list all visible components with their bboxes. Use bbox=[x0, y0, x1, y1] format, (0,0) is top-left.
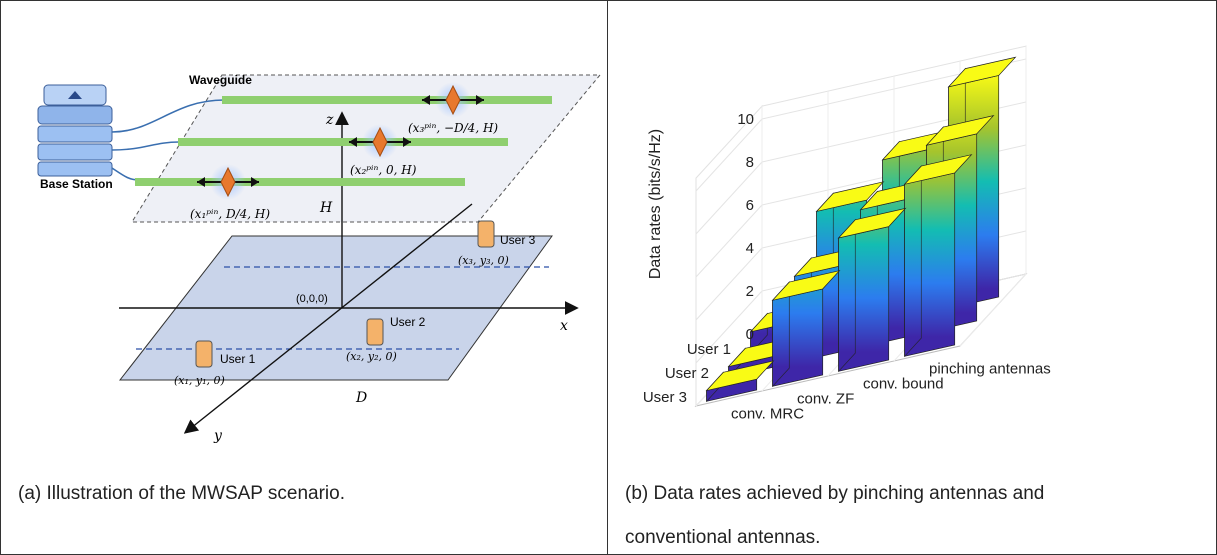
z-axis-label: z bbox=[325, 112, 334, 128]
height-label: H bbox=[319, 200, 333, 216]
user-3-icon bbox=[477, 220, 495, 248]
z-tick-label: 0 bbox=[746, 326, 754, 343]
z-axis-label: Data rates (bits/s/Hz) bbox=[647, 129, 664, 279]
grid-line-side bbox=[695, 290, 763, 364]
x-axis-label: x bbox=[560, 318, 568, 334]
scheme-tick-label: conv. bound bbox=[863, 376, 944, 393]
z-tick-label: 6 bbox=[746, 197, 754, 214]
scheme-tick-label: conv. ZF bbox=[797, 391, 854, 408]
pinch-antenna-3 bbox=[422, 82, 484, 118]
bar-conv-zf-user-3 bbox=[771, 270, 841, 388]
scenario-diagram: Waveguide Base Station z x y H D (0,0,0)… bbox=[37, 73, 602, 444]
z-tick-label: 8 bbox=[746, 154, 754, 171]
user-1-label: User 1 bbox=[220, 352, 256, 366]
pin-2-coord: (x₂ᵖⁱⁿ, 0, H) bbox=[350, 163, 417, 177]
bar-pinching-antennas-user-3 bbox=[903, 154, 973, 358]
grid-line-side bbox=[695, 204, 763, 278]
waveguide-1 bbox=[135, 178, 465, 186]
grid-line-floor bbox=[959, 273, 1027, 347]
scheme-tick-label: pinching antennas bbox=[929, 361, 1051, 378]
caption-a: (a) Illustration of the MWSAP scenario. bbox=[18, 483, 345, 504]
y-axis-label: y bbox=[213, 428, 223, 444]
pin-1-coord: (x₁ᵖⁱⁿ, D/4, H) bbox=[190, 207, 270, 221]
z-tick-label: 4 bbox=[746, 240, 754, 257]
user-3-label: User 3 bbox=[500, 233, 536, 247]
bar-conv-bound-user-3 bbox=[837, 207, 907, 373]
z-tick-label: 2 bbox=[746, 283, 754, 300]
panel-divider bbox=[607, 0, 608, 555]
base-station-icon bbox=[37, 84, 113, 177]
pinch-antenna-2 bbox=[349, 124, 411, 160]
grid-line-side bbox=[695, 118, 763, 192]
origin-label: (0,0,0) bbox=[296, 293, 328, 305]
y-axis bbox=[183, 203, 473, 434]
caption-b-line1: (b) Data rates achieved by pinching ante… bbox=[625, 483, 1045, 504]
waveguide-3 bbox=[222, 96, 552, 104]
waveguide-label: Waveguide bbox=[189, 73, 252, 87]
pin-3-coord: (x₃ᵖⁱⁿ, −D/4, H) bbox=[408, 121, 498, 135]
user-tick-label: User 2 bbox=[665, 365, 709, 382]
user-2-icon bbox=[366, 318, 384, 346]
bar-conv-mrc-user-3 bbox=[705, 360, 775, 403]
user-3-coord: (x₃, y₃, 0) bbox=[458, 254, 509, 267]
user-1-coord: (x₁, y₁, 0) bbox=[174, 374, 225, 387]
grid-line-side bbox=[695, 161, 763, 235]
user-2-coord: (x₂, y₂, 0) bbox=[346, 350, 397, 363]
scheme-tick-label: conv. MRC bbox=[731, 406, 804, 423]
user-tick-label: User 1 bbox=[687, 341, 731, 358]
waveguide-2 bbox=[178, 138, 508, 146]
size-label: D bbox=[355, 390, 367, 406]
grid-line-side bbox=[695, 247, 763, 321]
pinch-antenna-1 bbox=[197, 164, 259, 200]
base-station-label: Base Station bbox=[40, 177, 113, 191]
caption-b-line2: conventional antennas. bbox=[625, 527, 821, 548]
user-1-icon bbox=[195, 340, 213, 368]
user-tick-label: User 3 bbox=[643, 389, 687, 406]
data-rate-chart: 0 2 4 6 8 10 Data rates (bits/s/Hz) User 1 User … bbox=[643, 45, 1051, 423]
z-tick-label: 10 bbox=[737, 111, 754, 128]
user-2-label: User 2 bbox=[390, 315, 426, 329]
